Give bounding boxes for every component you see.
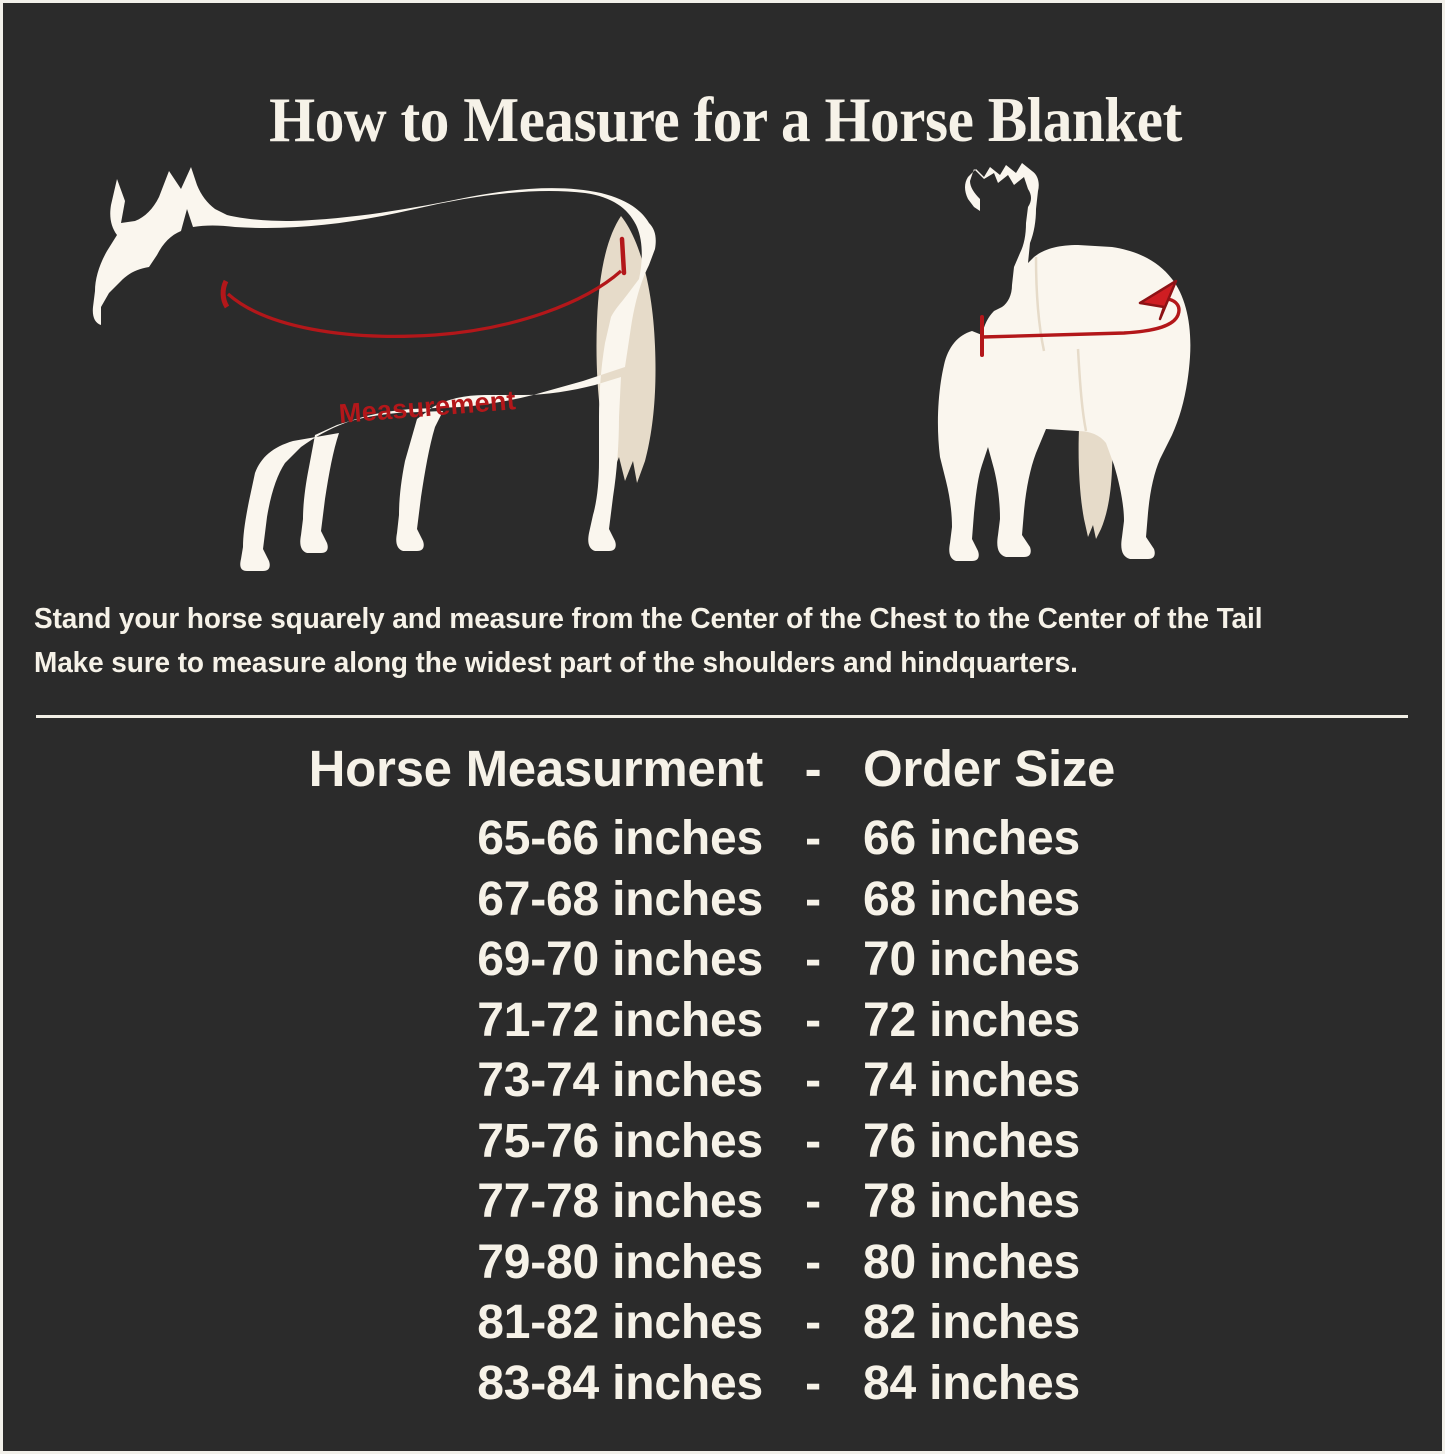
row-order-size: 80 inches bbox=[863, 1235, 1080, 1289]
instructions-line-2: Make sure to measure along the widest pa… bbox=[34, 647, 1078, 680]
row-separator: - bbox=[805, 1175, 821, 1228]
measurement-start-tick bbox=[220, 279, 230, 309]
header-order-size: Order Size bbox=[863, 740, 1116, 797]
row-separator: - bbox=[805, 993, 821, 1047]
table-row: 77-78 inches -78 inches bbox=[3, 1174, 1442, 1235]
row-separator: - bbox=[805, 1296, 821, 1349]
section-divider bbox=[36, 715, 1408, 718]
horse-body bbox=[92, 167, 656, 571]
row-order-size: 78 inches bbox=[863, 1175, 1080, 1228]
table-row: 65-66 inches -66 inches bbox=[3, 811, 1442, 872]
row-measurement: 75-76 inches bbox=[477, 1114, 763, 1168]
measurement-illustration: Measurement bbox=[3, 131, 1442, 581]
row-separator: - bbox=[805, 1356, 821, 1410]
row-separator: - bbox=[805, 812, 821, 865]
table-row: 67-68 inches -68 inches bbox=[3, 872, 1442, 933]
table-row: 75-76 inches -76 inches bbox=[3, 1114, 1442, 1175]
row-measurement: 79-80 inches bbox=[477, 1235, 763, 1289]
row-separator: - bbox=[805, 1114, 821, 1168]
row-separator: - bbox=[805, 872, 821, 926]
table-row: 83-84 inches -84 inches bbox=[3, 1356, 1442, 1417]
row-order-size: 76 inches bbox=[863, 1114, 1080, 1168]
rear-measure-arrowhead bbox=[1138, 279, 1178, 321]
row-order-size: 66 inches bbox=[863, 812, 1080, 865]
horse-rear-contour-neck bbox=[1034, 256, 1046, 352]
row-measurement: 81-82 inches bbox=[477, 1296, 763, 1349]
table-row: 79-80 inches -80 inches bbox=[3, 1235, 1442, 1296]
horse-rear-body bbox=[937, 163, 1191, 561]
row-order-size: 70 inches bbox=[863, 933, 1080, 986]
instructions-line-1: Stand your horse squarely and measure fr… bbox=[34, 603, 1263, 635]
table-row: 71-72 inches -72 inches bbox=[3, 993, 1442, 1054]
row-measurement: 67-68 inches bbox=[477, 872, 763, 926]
horse-side-view-icon bbox=[92, 167, 656, 571]
row-measurement: 77-78 inches bbox=[477, 1175, 763, 1228]
horse-rear-contour-leg bbox=[1076, 348, 1088, 432]
header-separator: - bbox=[804, 740, 822, 797]
header-measurement: Horse Measurment bbox=[308, 740, 764, 797]
table-row: 69-70 inches -70 inches bbox=[3, 932, 1442, 993]
row-order-size: 74 inches bbox=[863, 1054, 1080, 1107]
row-measurement: 71-72 inches bbox=[477, 993, 763, 1047]
size-table-header-row: Horse Measurment - Order Size bbox=[3, 739, 1442, 811]
row-measurement: 65-66 inches bbox=[477, 812, 763, 865]
measurement-end-tick bbox=[619, 236, 627, 276]
rear-measure-line bbox=[981, 297, 1181, 339]
row-measurement: 73-74 inches bbox=[477, 1054, 763, 1107]
row-separator: - bbox=[805, 1054, 821, 1107]
row-separator: - bbox=[805, 933, 821, 986]
row-order-size: 72 inches bbox=[863, 993, 1080, 1047]
table-row: 81-82 inches -82 inches bbox=[3, 1295, 1442, 1356]
row-order-size: 84 inches bbox=[863, 1356, 1080, 1410]
row-separator: - bbox=[805, 1235, 821, 1289]
page-title: How to Measure for a Horse Blanket bbox=[269, 85, 1182, 156]
horse-rear-view-icon bbox=[937, 163, 1191, 561]
row-measurement: 69-70 inches bbox=[477, 933, 763, 986]
table-row: 73-74 inches -74 inches bbox=[3, 1053, 1442, 1114]
row-order-size: 68 inches bbox=[863, 872, 1080, 926]
row-order-size: 82 inches bbox=[863, 1296, 1080, 1349]
size-table: Horse Measurment - Order Size 65-66 inch… bbox=[3, 739, 1442, 1417]
instructions-block: Stand your horse squarely and measure fr… bbox=[34, 597, 1375, 685]
size-table-body: 65-66 inches -66 inches 67-68 inches -68 in… bbox=[3, 811, 1442, 1417]
measurement-line bbox=[226, 269, 623, 338]
row-measurement: 83-84 inches bbox=[477, 1356, 763, 1410]
